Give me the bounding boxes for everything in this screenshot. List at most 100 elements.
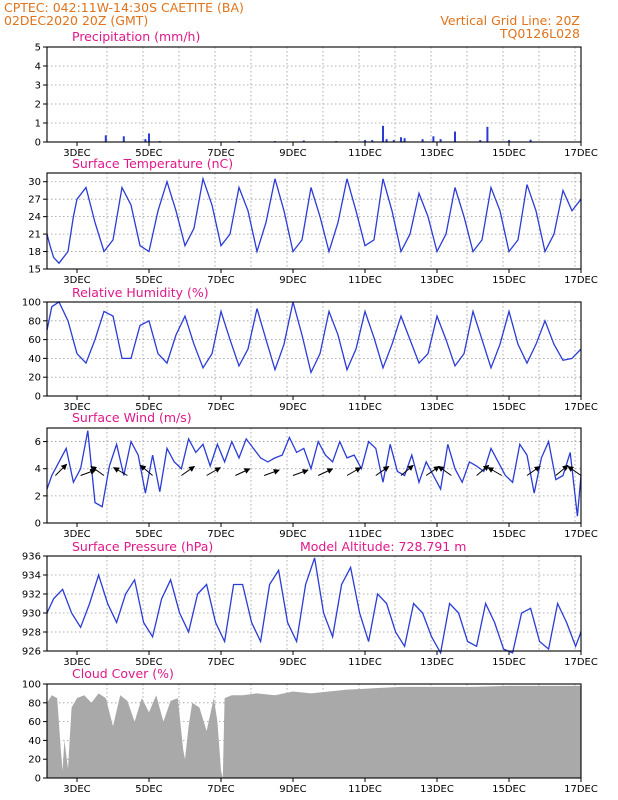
pres-xtick-label: 7DEC	[207, 657, 234, 668]
temperature-title: Surface Temperature (nC)	[72, 156, 233, 171]
precip-bar	[479, 140, 482, 142]
precipitation-title: Precipitation (mm/h)	[72, 29, 200, 44]
rh-xtick-label: 17DEC	[564, 402, 598, 413]
precip-bar	[363, 140, 366, 142]
wind-xtick-label: 13DEC	[420, 529, 454, 540]
pres-frame	[46, 555, 582, 652]
wind-xtick-label: 17DEC	[564, 529, 598, 540]
precip-bar	[122, 136, 125, 142]
rh-ytick-label: 100	[22, 298, 41, 309]
wind-xtick-label: 3DEC	[63, 529, 90, 540]
header-model-id: TQ0126L028	[499, 26, 580, 41]
pres-xtick-label: 5DEC	[135, 657, 162, 668]
humidity-panel: 0 20 40 60 80 100 3DEC 5DEC 7DEC 9DEC 11DEC 13DEC 15…	[22, 298, 598, 414]
wind-vector-arrow	[437, 465, 452, 476]
rh-ytick-label: 40	[28, 354, 41, 365]
precip-xtick-label: 13DEC	[420, 148, 454, 159]
pres-xtick-label: 3DEC	[63, 657, 90, 668]
cloud-xtick-label: 13DEC	[420, 784, 454, 795]
wind-xtick-label: 7DEC	[207, 529, 234, 540]
cloud-frame	[46, 683, 582, 779]
cloud-cover-title: Cloud Cover (%)	[72, 666, 174, 681]
precip-bar	[104, 135, 107, 142]
precip-xtick-label: 7DEC	[207, 148, 234, 159]
cloud-cover-area	[47, 685, 581, 778]
pres-xtick-label: 9DEC	[279, 657, 306, 668]
rh-frame	[46, 301, 582, 397]
precip-bar	[453, 131, 456, 142]
precip-xtick-label: 3DEC	[63, 148, 90, 159]
temp-xtick-label: 7DEC	[207, 275, 234, 286]
wind-xtick-label: 11DEC	[348, 529, 382, 540]
wind-ytick-label: 0	[35, 519, 41, 530]
precip-ytick-label: 3	[35, 81, 41, 92]
precip-bar	[385, 139, 388, 142]
cloud-cover-panel: 0 20 40 60 80 100 3DEC 5DEC 7DEC 9DEC 11DEC 13DEC 15…	[22, 680, 598, 796]
wind-xtick-label: 5DEC	[135, 529, 162, 540]
cloud-ytick-label: 100	[22, 680, 41, 691]
cloud-xtick-label: 17DEC	[564, 784, 598, 795]
pres-ytick-label: 936	[22, 552, 41, 563]
precip-bar	[144, 139, 147, 142]
wind-vector-arrow	[567, 465, 582, 476]
rh-ytick-label: 80	[28, 316, 41, 327]
wind-vector-arrow	[487, 467, 503, 476]
rh-ytick-label: 60	[28, 335, 41, 346]
wind-series-line	[46, 430, 582, 517]
precip-bar	[507, 140, 510, 142]
precip-frame	[46, 46, 582, 143]
cloud-xtick-label: 15DEC	[492, 784, 526, 795]
wind-panel: 0 2 4 6 3DEC 5DEC 7DEC 9DEC 11DEC 13DEC 15DEC 17DEC	[35, 427, 598, 540]
wind-ytick-label: 4	[35, 464, 41, 475]
pres-xtick-label: 15DEC	[492, 657, 526, 668]
pres-xtick-label: 17DEC	[564, 657, 598, 668]
cloud-ytick-label: 60	[28, 717, 41, 728]
precip-bar	[403, 138, 406, 142]
wind-xtick-label: 9DEC	[279, 529, 306, 540]
pres-ytick-label: 934	[22, 571, 41, 582]
precip-ytick-label: 2	[35, 100, 41, 111]
pressure-panel: 926 928 930 932 934 936 3DEC 5DEC 7DEC 9DEC 11DEC 1…	[22, 552, 598, 669]
temp-ytick-label: 30	[28, 177, 41, 188]
temp-frame	[46, 172, 582, 270]
temp-xtick-label: 5DEC	[135, 275, 162, 286]
wind-vector-arrow	[139, 464, 153, 476]
wind-vector-arrow	[375, 465, 390, 476]
precip-ytick-label: 4	[35, 62, 41, 73]
precip-bar	[432, 136, 435, 142]
pres-series-line	[46, 557, 582, 655]
cloud-xtick-label: 5DEC	[135, 784, 162, 795]
wind-vector-arrow	[425, 465, 440, 476]
cloud-xtick-label: 11DEC	[348, 784, 382, 795]
precip-bar	[371, 140, 374, 142]
pres-xtick-label: 13DEC	[420, 657, 454, 668]
cloud-xtick-label: 7DEC	[207, 784, 234, 795]
precip-bar	[529, 139, 532, 142]
temp-series-line	[46, 176, 582, 265]
temp-ytick-label: 24	[28, 212, 41, 223]
humidity-title: Relative Humidity (%)	[72, 285, 209, 300]
rh-xtick-label: 3DEC	[63, 402, 90, 413]
wind-vector-arrow	[235, 468, 251, 476]
wind-ytick-label: 2	[35, 491, 41, 502]
precip-xtick-label: 17DEC	[564, 148, 598, 159]
wind-vector-arrow	[346, 467, 362, 476]
temp-xtick-label: 9DEC	[279, 275, 306, 286]
rh-xtick-label: 11DEC	[348, 402, 382, 413]
precip-xtick-label: 5DEC	[135, 148, 162, 159]
precip-bar	[399, 137, 402, 142]
temperature-panel: 15 18 21 24 27 30 3DEC 5DEC 7DEC 9DEC 11DEC 13DEC 15…	[28, 172, 598, 286]
cloud-ytick-label: 40	[28, 736, 41, 747]
wind-vector-arrow	[181, 465, 195, 476]
cloud-ytick-label: 20	[28, 755, 41, 766]
wind-vector-arrow	[292, 469, 309, 476]
wind-frame	[46, 427, 582, 524]
precip-ytick-label: 0	[35, 138, 41, 149]
rh-xtick-label: 15DEC	[492, 402, 526, 413]
wind-vector-arrow	[555, 464, 569, 476]
pres-ytick-label: 926	[22, 647, 41, 658]
pressure-title: Surface Pressure (hPa)	[72, 539, 213, 554]
wind-xtick-label: 15DEC	[492, 529, 526, 540]
precip-bar	[381, 125, 384, 142]
wind-vector-arrow	[90, 465, 105, 476]
